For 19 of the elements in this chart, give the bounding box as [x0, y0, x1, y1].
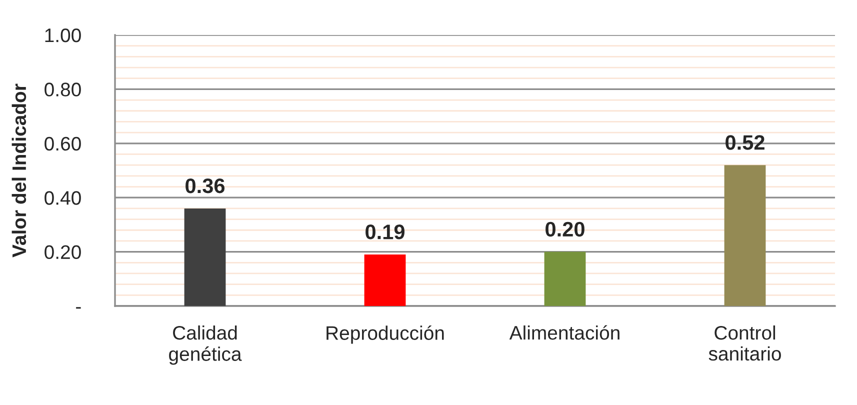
data-label: 0.19 — [366, 224, 405, 240]
y-axis-title: Valor del Indicador — [12, 84, 26, 258]
x-tick-label: Calidad genética — [169, 325, 242, 365]
bar — [364, 254, 406, 306]
data-label: 0.36 — [186, 178, 225, 194]
y-tick-label: 0.60 — [44, 136, 81, 151]
y-tick-label: 0.80 — [44, 82, 81, 96]
y-tick-label: 1.00 — [45, 28, 81, 42]
data-label: 0.52 — [726, 135, 764, 150]
data-label: 0.20 — [546, 222, 584, 237]
bar — [184, 208, 226, 306]
y-tick-label: 0.40 — [44, 191, 81, 205]
y-tick-label: - — [76, 307, 81, 309]
bar — [724, 165, 766, 306]
bar — [544, 252, 586, 306]
x-tick-label: Reproducción — [326, 325, 444, 344]
x-tick-label: Control sanitario — [708, 325, 781, 361]
x-tick-label: Alimentación — [509, 325, 620, 340]
y-tick-label: 0.20 — [44, 245, 81, 260]
